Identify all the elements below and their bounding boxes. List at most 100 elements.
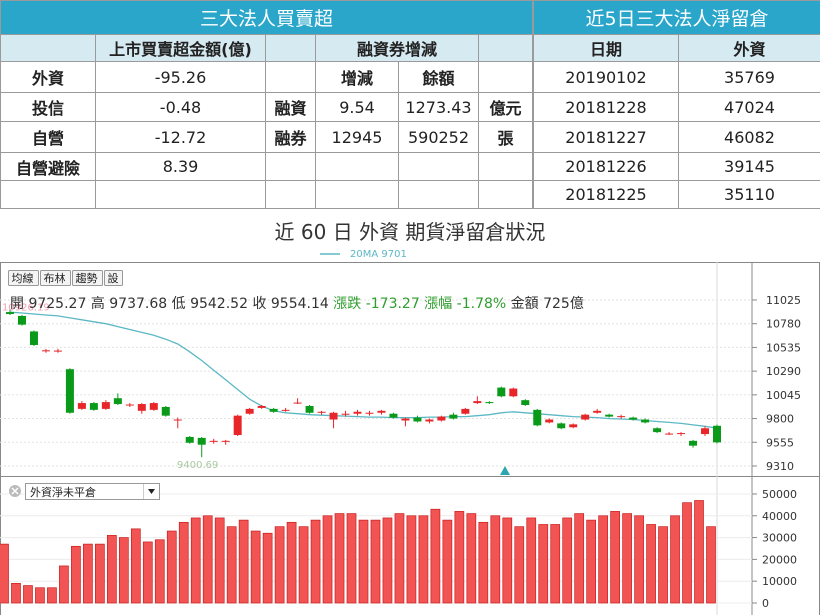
bar <box>358 519 369 604</box>
position-table: 近5日三大法人淨留倉 日期 外資 20190102 35769 20181228 47… <box>533 0 820 209</box>
table-row: 20181225 35110 <box>533 180 820 209</box>
bar <box>71 545 81 604</box>
table-cell <box>0 180 96 209</box>
table-cell: 39145 <box>678 152 820 181</box>
info-value: 9554.14 <box>271 296 329 312</box>
table-cell <box>477 180 534 209</box>
table-row: 外資 -95.26 增減 餘額 <box>0 61 534 93</box>
table-cell: 8.39 <box>95 152 266 181</box>
institutional-table: 三大法人買賣超 上市買賣超金額(億) 融資券增減 外資 -95.26 增減 餘額 投信 -… <box>0 0 534 209</box>
table-row: 投信 -0.48 融資 9.54 1273.43 億元 <box>0 92 534 122</box>
bar <box>166 530 177 604</box>
bar <box>346 513 357 604</box>
candle-body <box>341 413 350 415</box>
candle-body <box>557 423 566 429</box>
bar <box>202 515 213 604</box>
toolbar-button[interactable] <box>72 270 103 286</box>
candle-body <box>257 405 266 408</box>
bar <box>598 515 609 604</box>
table-row: 20181227 46082 <box>533 121 820 153</box>
bar <box>586 519 597 604</box>
info-value: 9542.52 <box>190 296 248 312</box>
info-value: 725億 <box>543 296 584 312</box>
toolbar-button[interactable] <box>40 270 71 286</box>
info-label: 金額 <box>511 296 539 312</box>
chart-title: 近 60 日 外資 期貨淨留倉狀況 <box>275 220 546 244</box>
bar <box>394 513 405 604</box>
bar <box>47 587 57 604</box>
toolbar-button[interactable] <box>8 270 39 286</box>
y-tick-label: 0 <box>762 597 769 610</box>
candle-body <box>65 369 74 413</box>
candle-body <box>689 440 698 446</box>
bar <box>214 517 225 604</box>
bar <box>23 585 33 604</box>
table-row: 日期 外資 <box>533 34 820 62</box>
toolbar-button[interactable] <box>104 270 123 286</box>
bar <box>190 517 201 604</box>
bar <box>130 528 141 604</box>
candle-body <box>521 400 530 406</box>
table-cell <box>265 34 316 62</box>
candle-body <box>641 419 650 423</box>
toolbar-button-label: 布林 <box>44 271 66 285</box>
table-cell: 20181225 <box>533 180 679 209</box>
y-tick-label: 9555 <box>766 436 794 449</box>
candle-body <box>173 419 182 421</box>
table-cell: 日期 <box>533 34 679 62</box>
table-cell: 20190102 <box>533 61 679 93</box>
y-tick-label: 9800 <box>766 413 794 426</box>
bar <box>502 517 513 604</box>
y-tick-label: 50000 <box>762 488 797 501</box>
candle-body <box>461 408 470 414</box>
candle-body <box>329 412 338 420</box>
dropdown-box[interactable] <box>25 483 160 500</box>
bar <box>238 519 249 604</box>
bar <box>118 537 129 604</box>
candle-body <box>125 404 134 406</box>
y-tick-label: 10000 <box>762 575 797 588</box>
table-cell: 三大法人買賣超 <box>0 0 534 35</box>
table-cell: 590252 <box>398 121 479 153</box>
y-tick-label: 9310 <box>766 460 794 473</box>
table-cell: -12.72 <box>95 121 266 153</box>
candle-body <box>305 405 314 413</box>
bar <box>250 530 261 604</box>
candle-body <box>605 414 614 417</box>
bar <box>622 513 632 604</box>
toolbar-button-label: 趨勢 <box>76 271 98 285</box>
candle-body <box>17 315 26 325</box>
table-cell: 張 <box>477 121 534 153</box>
bar <box>466 513 477 604</box>
marker <box>500 466 510 475</box>
candle-body <box>53 350 62 352</box>
candle-body <box>185 436 194 443</box>
high-label: 10926.19 <box>2 303 50 314</box>
candle-body <box>281 409 290 411</box>
low-label: 9400.69 <box>177 460 218 471</box>
info-value: 9725.27 <box>28 296 86 312</box>
y-tick-label: 10290 <box>766 365 801 378</box>
y-tick-label: 30000 <box>762 532 797 545</box>
bar <box>442 519 453 604</box>
bar <box>178 521 189 604</box>
bar <box>430 508 441 604</box>
info-label: 高 <box>91 295 105 312</box>
table-cell: 外資 <box>678 34 820 62</box>
bar <box>550 524 561 604</box>
dropdown[interactable]: 外資淨未平倉 <box>9 483 160 500</box>
candle-body <box>401 418 410 421</box>
bar <box>694 500 704 604</box>
bar <box>538 524 549 604</box>
info-label: 收 <box>252 296 266 312</box>
y-tick-label: 10535 <box>766 341 801 354</box>
close-icon-x <box>11 487 19 495</box>
bar <box>382 517 393 604</box>
candle-body <box>149 403 158 410</box>
bar <box>418 515 429 604</box>
table-row: 上市買賣超金額(億) 融資券增減 <box>0 34 534 62</box>
dropdown-arrow <box>148 489 155 494</box>
bar <box>274 526 285 604</box>
y-tick-label: 40000 <box>762 510 797 523</box>
info-value: -1.78% <box>457 296 507 312</box>
